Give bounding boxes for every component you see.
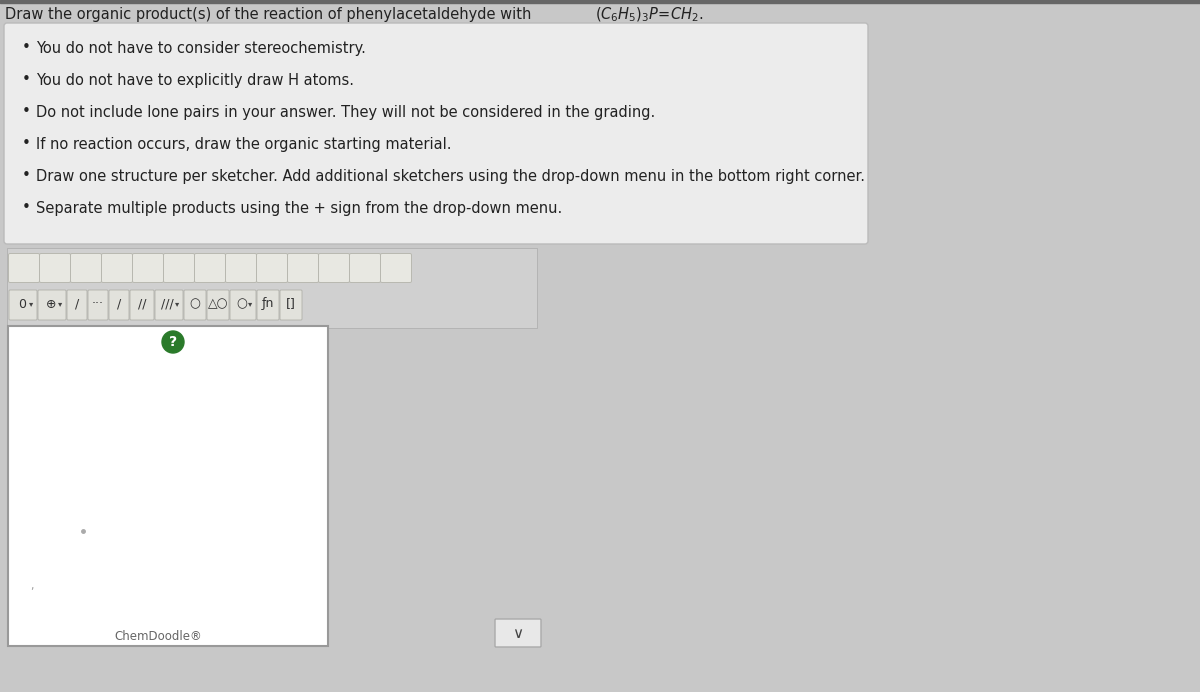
Text: ⊕: ⊕ <box>46 298 56 311</box>
Text: Draw one structure per sketcher. Add additional sketchers using the drop-down me: Draw one structure per sketcher. Add add… <box>36 168 865 183</box>
Text: ∨: ∨ <box>512 626 523 641</box>
Bar <box>0 0 1200 3</box>
Text: You do not have to consider stereochemistry.: You do not have to consider stereochemis… <box>36 41 366 55</box>
Text: △○: △○ <box>208 298 228 311</box>
FancyBboxPatch shape <box>226 253 257 282</box>
Text: ▾: ▾ <box>175 300 179 309</box>
FancyBboxPatch shape <box>102 253 132 282</box>
Text: •: • <box>22 168 31 183</box>
Text: ///: /// <box>161 298 174 311</box>
FancyBboxPatch shape <box>184 290 206 320</box>
Text: ▾: ▾ <box>248 300 252 309</box>
Text: •: • <box>22 136 31 152</box>
FancyBboxPatch shape <box>88 290 108 320</box>
Text: •: • <box>22 41 31 55</box>
Text: Do not include lone pairs in your answer. They will not be considered in the gra: Do not include lone pairs in your answer… <box>36 104 655 120</box>
FancyBboxPatch shape <box>163 253 194 282</box>
Text: If no reaction occurs, draw the organic starting material.: If no reaction occurs, draw the organic … <box>36 136 451 152</box>
FancyBboxPatch shape <box>280 290 302 320</box>
FancyBboxPatch shape <box>257 290 278 320</box>
FancyBboxPatch shape <box>71 253 102 282</box>
Text: •: • <box>22 104 31 120</box>
FancyBboxPatch shape <box>40 253 71 282</box>
Circle shape <box>162 331 184 353</box>
Text: /: / <box>74 298 79 311</box>
Text: ChemDoodle®: ChemDoodle® <box>114 630 202 642</box>
FancyBboxPatch shape <box>349 253 380 282</box>
FancyBboxPatch shape <box>38 290 66 320</box>
Text: Separate multiple products using the + sign from the drop-down menu.: Separate multiple products using the + s… <box>36 201 563 215</box>
FancyBboxPatch shape <box>257 253 288 282</box>
FancyBboxPatch shape <box>288 253 318 282</box>
FancyBboxPatch shape <box>496 619 541 647</box>
Text: ○: ○ <box>190 298 200 311</box>
FancyBboxPatch shape <box>10 290 37 320</box>
Text: Draw the organic product(s) of the reaction of phenylacetaldehyde with: Draw the organic product(s) of the react… <box>5 8 536 23</box>
Bar <box>7 248 538 328</box>
FancyBboxPatch shape <box>318 253 349 282</box>
Text: []: [] <box>286 298 296 311</box>
FancyBboxPatch shape <box>130 290 154 320</box>
Text: ▾: ▾ <box>58 300 62 309</box>
Text: You do not have to explicitly draw H atoms.: You do not have to explicitly draw H ato… <box>36 73 354 87</box>
Text: ○: ○ <box>236 298 247 311</box>
FancyBboxPatch shape <box>380 253 412 282</box>
Text: /: / <box>116 298 121 311</box>
Text: //: // <box>138 298 146 311</box>
Text: ···: ··· <box>92 298 104 311</box>
Text: 0: 0 <box>18 298 25 311</box>
Bar <box>8 326 328 646</box>
FancyBboxPatch shape <box>132 253 163 282</box>
FancyBboxPatch shape <box>155 290 182 320</box>
FancyBboxPatch shape <box>8 253 40 282</box>
Text: ▾: ▾ <box>29 300 34 309</box>
Text: ƒn: ƒn <box>262 298 274 311</box>
Text: ?: ? <box>169 335 178 349</box>
FancyBboxPatch shape <box>4 23 868 244</box>
Text: •: • <box>22 201 31 215</box>
Text: ,: , <box>30 581 34 591</box>
FancyBboxPatch shape <box>208 290 229 320</box>
FancyBboxPatch shape <box>230 290 256 320</box>
Text: •: • <box>22 73 31 87</box>
FancyBboxPatch shape <box>67 290 88 320</box>
FancyBboxPatch shape <box>109 290 130 320</box>
FancyBboxPatch shape <box>194 253 226 282</box>
Text: $(C_6H_5)_3P\!=\!CH_2$.: $(C_6H_5)_3P\!=\!CH_2$. <box>595 6 704 24</box>
